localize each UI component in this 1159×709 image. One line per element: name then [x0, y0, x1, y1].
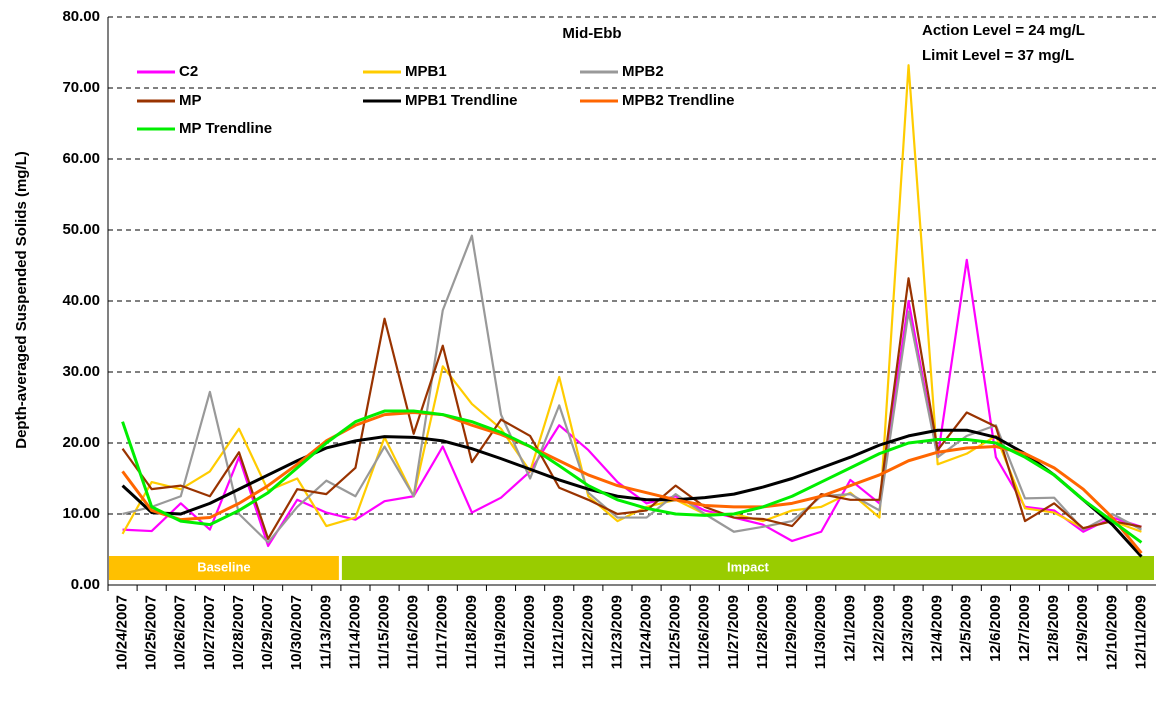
x-tick-label: 12/7/2009	[1016, 595, 1033, 662]
period-bar	[109, 556, 339, 580]
y-tick-label: 80.00	[62, 8, 100, 25]
x-tick-label: 11/29/2009	[783, 595, 800, 669]
x-tick-label: 11/23/2009	[608, 595, 625, 669]
period-bar	[341, 556, 1154, 580]
x-tick-label: 12/9/2009	[1074, 595, 1091, 662]
y-tick-label: 30.00	[62, 363, 100, 380]
x-tick-label: 11/16/2009	[405, 595, 422, 669]
chart-title: Mid-Ebb	[562, 25, 621, 42]
x-tick-label: 11/25/2009	[667, 595, 684, 669]
x-tick-label: 11/20/2009	[521, 595, 538, 669]
series-line	[121, 410, 1143, 555]
x-tick-label: 11/28/2009	[754, 595, 771, 669]
x-tick-label: 11/27/2009	[725, 595, 742, 669]
x-tick-label: 12/5/2009	[958, 595, 975, 662]
x-tick-label: 11/19/2009	[492, 595, 509, 669]
series-line	[121, 409, 1143, 544]
x-tick-label: 11/24/2009	[638, 595, 655, 669]
x-tick-label: 11/22/2009	[579, 595, 596, 669]
y-tick-label: 50.00	[62, 221, 100, 238]
x-tick-label: 12/4/2009	[929, 595, 946, 662]
legend-label: C2	[179, 63, 198, 80]
y-tick-label: 0.00	[71, 576, 100, 593]
legend-label: MPB2	[622, 63, 664, 80]
x-tick-label: 10/25/2007	[143, 595, 160, 670]
x-tick-label: 12/6/2009	[987, 595, 1004, 662]
legend-label: MPB1 Trendline	[405, 92, 518, 109]
x-tick-label: 10/24/2007	[114, 595, 131, 670]
x-tick-label: 10/29/2007	[259, 595, 276, 670]
y-tick-label: 40.00	[62, 292, 100, 309]
y-tick-label: 60.00	[62, 150, 100, 167]
x-tick-label: 10/27/2007	[201, 595, 218, 670]
x-tick-label: 11/13/2009	[317, 595, 334, 669]
x-tick-label: 11/15/2009	[376, 595, 393, 669]
legend-label: MPB2 Trendline	[622, 92, 735, 109]
series-line	[121, 277, 1142, 540]
y-tick-label: 10.00	[62, 505, 100, 522]
legend-label: MP	[179, 92, 202, 109]
x-tick-label: 12/3/2009	[900, 595, 917, 662]
legend-label: MP Trendline	[179, 120, 272, 137]
period-label: Impact	[727, 559, 770, 574]
series-line	[121, 64, 1142, 535]
y-tick-label: 70.00	[62, 79, 100, 96]
y-axis-label: Depth-averaged Suspended Solids (mg/L)	[13, 151, 30, 449]
x-tick-label: 12/11/2009	[1132, 595, 1149, 669]
period-label: Baseline	[197, 559, 250, 574]
legend-label: MPB1	[405, 63, 447, 80]
x-tick-label: 11/18/2009	[463, 595, 480, 669]
x-tick-label: 12/1/2009	[841, 595, 858, 662]
x-tick-label: 10/28/2007	[230, 595, 247, 670]
x-tick-label: 11/14/2009	[346, 595, 363, 669]
x-tick-label: 11/30/2009	[812, 595, 829, 669]
x-tick-label: 11/17/2009	[434, 595, 451, 669]
x-tick-label: 12/2/2009	[870, 595, 887, 662]
y-tick-label: 20.00	[62, 434, 100, 451]
x-tick-label: 11/21/2009	[550, 595, 567, 669]
series-line	[121, 428, 1143, 558]
x-tick-label: 12/8/2009	[1045, 595, 1062, 662]
x-tick-label: 12/10/2009	[1103, 595, 1120, 670]
annotation: Limit Level = 37 mg/L	[922, 47, 1074, 64]
series-line	[122, 258, 1142, 548]
x-tick-label: 10/26/2007	[172, 595, 189, 670]
annotation: Action Level = 24 mg/L	[922, 22, 1085, 39]
series-line	[122, 234, 1142, 544]
x-tick-label: 11/26/2009	[696, 595, 713, 669]
x-tick-label: 10/30/2007	[288, 595, 305, 670]
